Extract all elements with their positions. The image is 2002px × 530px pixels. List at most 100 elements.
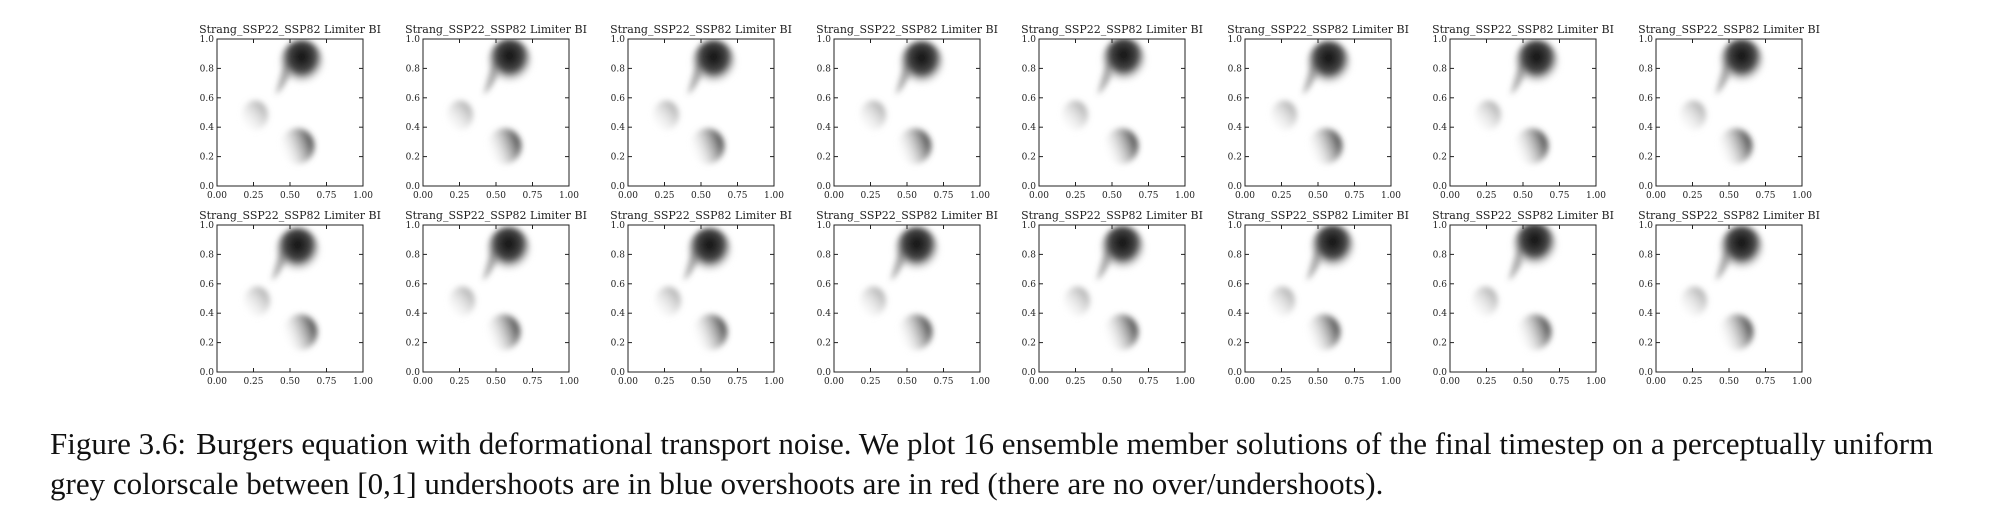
y-tick-label: 0.4 — [1228, 123, 1243, 133]
dark-blob — [487, 39, 532, 87]
x-tick-label: 0.25 — [1476, 191, 1496, 201]
light-blob — [1063, 286, 1090, 317]
y-tick-label: 1.0 — [1022, 35, 1037, 45]
y-tick-label: 0.2 — [611, 153, 625, 163]
x-tick-label: 0.50 — [1102, 191, 1122, 201]
y-tick-label: 1.0 — [1228, 35, 1243, 45]
x-tick-label: 0.00 — [1235, 377, 1255, 387]
y-tick-label: 0.2 — [817, 339, 831, 349]
panel-title: Strang_SSP22_SSP82 Limiter BI — [1021, 23, 1203, 36]
panel-6: Strang_SSP22_SSP82 Limiter BI 0.0 0.2 0.4 0.… — [1227, 23, 1409, 201]
x-tick-label: 0.25 — [243, 377, 263, 387]
y-tick-label: 0.0 — [1022, 368, 1037, 378]
mid-blob — [690, 128, 725, 165]
y-tick-label: 0.4 — [406, 123, 421, 133]
x-tick-label: 0.25 — [654, 191, 674, 201]
y-tick-label: 1.0 — [406, 35, 421, 45]
panel-title: Strang_SSP22_SSP82 Limiter BI — [405, 209, 587, 222]
x-tick-label: 0.25 — [1476, 377, 1496, 387]
y-tick-label: 0.8 — [1022, 250, 1037, 260]
solution-field — [1680, 225, 1764, 351]
x-tick-label: 0.75 — [1344, 191, 1364, 201]
solution-field — [1063, 225, 1145, 351]
y-tick-label: 0.6 — [611, 280, 626, 290]
x-tick-label: 0.75 — [316, 377, 336, 387]
y-tick-label: 0.0 — [406, 182, 421, 192]
light-blob — [1474, 100, 1501, 131]
y-tick-label: 0.8 — [200, 250, 215, 260]
dark-blob-tail — [1096, 242, 1111, 281]
dark-blob-tail — [1508, 242, 1523, 281]
y-tick-label: 0.2 — [406, 153, 420, 163]
y-tick-label: 0.4 — [611, 309, 626, 319]
mid-blob — [1104, 128, 1139, 165]
y-tick-label: 0.2 — [1022, 339, 1036, 349]
dark-blob — [1100, 225, 1145, 274]
y-tick-label: 1.0 — [406, 221, 421, 231]
dark-blob-tail — [895, 56, 910, 95]
y-tick-label: 0.4 — [1433, 123, 1448, 133]
solution-field — [1471, 225, 1557, 351]
x-tick-label: 0.75 — [316, 191, 336, 201]
y-tick-label: 0.4 — [406, 309, 421, 319]
mid-blob — [283, 314, 318, 351]
y-tick-label: 0.2 — [611, 339, 625, 349]
y-tick-label: 0.8 — [817, 64, 832, 74]
x-tick-label: 0.25 — [243, 191, 263, 201]
dark-blob — [1306, 40, 1351, 89]
dark-blob-tail — [683, 242, 698, 281]
x-tick-label: 1.00 — [764, 191, 784, 201]
x-tick-label: 0.75 — [933, 377, 953, 387]
mid-blob — [1517, 314, 1552, 351]
solution-field — [859, 40, 944, 165]
y-tick-label: 0.6 — [1639, 280, 1654, 290]
light-blob — [652, 100, 679, 131]
panel-title: Strang_SSP22_SSP82 Limiter BI — [1227, 23, 1409, 36]
solution-field — [1268, 225, 1355, 351]
x-tick-label: 0.75 — [1755, 377, 1775, 387]
x-tick-label: 0.50 — [897, 191, 917, 201]
x-tick-label: 0.00 — [1029, 191, 1049, 201]
x-tick-label: 1.00 — [1586, 191, 1606, 201]
y-tick-label: 0.6 — [406, 94, 421, 104]
y-tick-label: 0.6 — [1022, 280, 1037, 290]
x-tick-label: 0.50 — [1719, 191, 1739, 201]
y-tick-label: 0.2 — [1228, 153, 1242, 163]
light-blob — [859, 286, 886, 317]
x-tick-label: 0.25 — [449, 377, 469, 387]
figure-caption: Figure 3.6: Burgers equation with deforma… — [50, 424, 1980, 504]
panel-title: Strang_SSP22_SSP82 Limiter BI — [610, 23, 792, 36]
panel-10: Strang_SSP22_SSP82 Limiter BI 0.0 0.2 0.4 0.… — [405, 209, 587, 387]
x-tick-label: 0.75 — [522, 377, 542, 387]
ensemble-figure: Strang_SSP22_SSP82 Limiter BI 0.0 0.2 0.4 0.… — [199, 23, 1820, 387]
solution-field — [1474, 39, 1559, 165]
y-tick-label: 0.0 — [1022, 182, 1037, 192]
x-tick-label: 1.00 — [1381, 377, 1401, 387]
mid-blob — [487, 128, 522, 165]
dark-blob-tail — [687, 56, 702, 95]
x-tick-label: 1.00 — [353, 191, 373, 201]
y-tick-label: 0.2 — [1639, 153, 1653, 163]
light-blob — [1061, 100, 1088, 131]
panel-13: Strang_SSP22_SSP82 Limiter BI 0.0 0.2 0.4 0.… — [1021, 209, 1203, 387]
y-tick-label: 0.2 — [200, 339, 214, 349]
solution-field — [446, 39, 532, 165]
y-tick-label: 0.6 — [817, 94, 832, 104]
panel-2: Strang_SSP22_SSP82 Limiter BI 0.0 0.2 0.4 0.… — [405, 23, 587, 201]
x-tick-label: 1.00 — [1586, 377, 1606, 387]
x-tick-label: 0.50 — [691, 377, 711, 387]
x-tick-label: 0.25 — [1065, 377, 1085, 387]
y-tick-label: 0.4 — [200, 309, 215, 319]
y-tick-label: 0.2 — [1433, 153, 1447, 163]
y-tick-label: 0.8 — [1433, 250, 1448, 260]
x-tick-label: 0.00 — [207, 377, 227, 387]
x-tick-label: 0.25 — [1682, 377, 1702, 387]
x-tick-label: 0.00 — [1029, 377, 1049, 387]
mid-blob — [1308, 128, 1343, 165]
panel-7: Strang_SSP22_SSP82 Limiter BI 0.0 0.2 0.4 0.… — [1432, 23, 1614, 201]
x-tick-label: 1.00 — [1381, 191, 1401, 201]
x-tick-label: 0.50 — [897, 377, 917, 387]
panel-title: Strang_SSP22_SSP82 Limiter BI — [1638, 209, 1820, 222]
y-tick-label: 0.0 — [1639, 368, 1654, 378]
x-tick-label: 0.00 — [618, 377, 638, 387]
